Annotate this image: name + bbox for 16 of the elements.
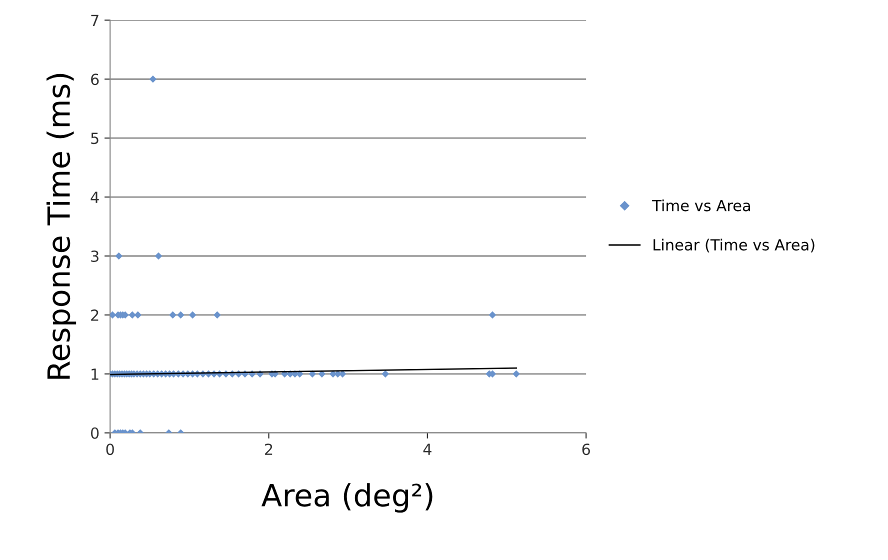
y-tick-label: 6 bbox=[91, 74, 99, 86]
y-tick-label: 3 bbox=[91, 250, 98, 262]
y-tick-label: 0 bbox=[90, 427, 99, 439]
y-tick-label: 4 bbox=[90, 192, 99, 203]
x-axis-title: Area (deg²) bbox=[261, 483, 432, 513]
y-tick-label: 1 bbox=[92, 368, 98, 380]
x-tick-label: 4 bbox=[423, 444, 432, 455]
x-tick-label: 2 bbox=[265, 444, 272, 455]
legend-label: Linear (Time vs Area) bbox=[654, 238, 814, 252]
y-tick-label: 5 bbox=[91, 132, 98, 144]
x-tick-label: 6 bbox=[582, 444, 590, 456]
x-tick-label: 0 bbox=[106, 444, 114, 456]
y-axis-title: Response Time (ms) bbox=[46, 74, 76, 379]
y-tick-label: 7 bbox=[91, 14, 98, 26]
legend-label: Time vs Area bbox=[652, 200, 750, 212]
y-tick-label: 2 bbox=[91, 309, 98, 321]
